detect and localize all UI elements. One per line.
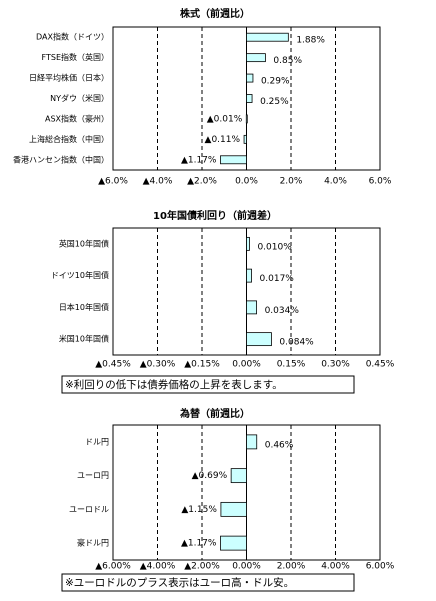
value-label: 0.25% <box>260 97 289 107</box>
bar <box>220 535 247 551</box>
value-label: 0.46% <box>265 440 294 450</box>
value-label: ▲0.01% <box>207 114 243 124</box>
value-label: ▲0.69% <box>192 471 228 481</box>
chart-title: 為替（前週比） <box>179 407 250 420</box>
x-tick-label: ▲4.0% <box>143 177 173 187</box>
x-tick-label: ▲0.30% <box>140 360 176 370</box>
category-label: ユーロ円 <box>77 471 109 480</box>
value-label: 0.85% <box>273 56 302 66</box>
x-tick-label: ▲0.15% <box>184 360 220 370</box>
value-label: 0.29% <box>261 77 290 87</box>
category-label: 香港ハンセン指数（中国） <box>13 154 109 164</box>
value-label: 0.010% <box>257 242 292 252</box>
x-tick-label: ▲2.00% <box>184 562 220 572</box>
note-box <box>61 573 355 592</box>
bar <box>246 332 272 347</box>
x-tick-label: 0.45% <box>366 360 395 370</box>
value-label: 0.017% <box>260 274 295 284</box>
x-tick-label: ▲6.00% <box>95 562 131 572</box>
bar <box>245 114 248 124</box>
value-label: ▲1.17% <box>181 539 217 549</box>
x-tick-label: 0.00% <box>232 562 261 572</box>
x-tick-label: 6.00% <box>366 562 395 572</box>
category-label: 日経平均株価（日本） <box>29 73 109 83</box>
category-label: ドイツ10年国債 <box>51 270 109 280</box>
x-tick-label: 0.0% <box>235 177 258 187</box>
category-label: ユーロドル <box>69 505 109 514</box>
value-label: 0.034% <box>265 306 300 316</box>
category-label: NYダウ（米国） <box>50 93 109 103</box>
x-tick-label: 4.00% <box>321 562 350 572</box>
value-label: 0.084% <box>279 338 314 348</box>
x-tick-label: 2.00% <box>277 562 306 572</box>
x-tick-label: ▲2.0% <box>187 177 217 187</box>
value-label: ▲1.17% <box>181 155 217 165</box>
bar <box>246 53 266 63</box>
x-tick-label: ▲0.45% <box>95 360 131 370</box>
x-tick-label: 0.00% <box>232 360 261 370</box>
bar <box>246 32 289 42</box>
bar <box>246 268 252 283</box>
chart-title: 株式（前週比） <box>180 7 250 20</box>
category-label: 豪ドル円 <box>77 538 109 548</box>
bar <box>246 94 253 103</box>
value-label: ▲0.11% <box>205 135 241 145</box>
x-tick-label: 6.0% <box>369 177 392 187</box>
category-label: 英国10年国債 <box>59 238 109 248</box>
bar <box>246 236 250 251</box>
category-label: DAX指数（ドイツ） <box>36 32 109 42</box>
bar <box>230 468 247 484</box>
bar <box>246 434 258 450</box>
category-label: 上海総合指数（中国） <box>29 134 109 144</box>
x-tick-label: 0.15% <box>277 360 306 370</box>
bar <box>246 300 257 315</box>
bar <box>220 501 247 517</box>
x-tick-label: 0.30% <box>321 360 350 370</box>
x-tick-label: 4.0% <box>324 177 347 187</box>
bar <box>246 73 254 83</box>
category-label: 日本10年国債 <box>59 302 109 312</box>
bar <box>220 155 247 165</box>
note: ※利回りの低下は債券価格の上昇を表します。 <box>65 378 283 391</box>
x-tick-label: ▲6.0% <box>98 177 128 187</box>
x-tick-label: ▲4.00% <box>140 562 176 572</box>
category-label: 米国10年国債 <box>59 334 109 344</box>
chart-title: 10年国債利回り（前週差） <box>153 209 277 222</box>
note: ※ユーロドルのプラス表示はユーロ高・ドル安。 <box>65 576 294 589</box>
value-label: 1.88% <box>296 36 325 46</box>
value-label: ▲1.15% <box>181 505 217 515</box>
note-box <box>61 375 355 394</box>
category-label: ドル円 <box>85 437 109 446</box>
category-label: FTSE指数（英国） <box>42 52 109 62</box>
bar <box>243 134 247 144</box>
x-tick-label: 2.0% <box>280 177 303 187</box>
category-label: ASX指数（豪州） <box>45 113 109 123</box>
